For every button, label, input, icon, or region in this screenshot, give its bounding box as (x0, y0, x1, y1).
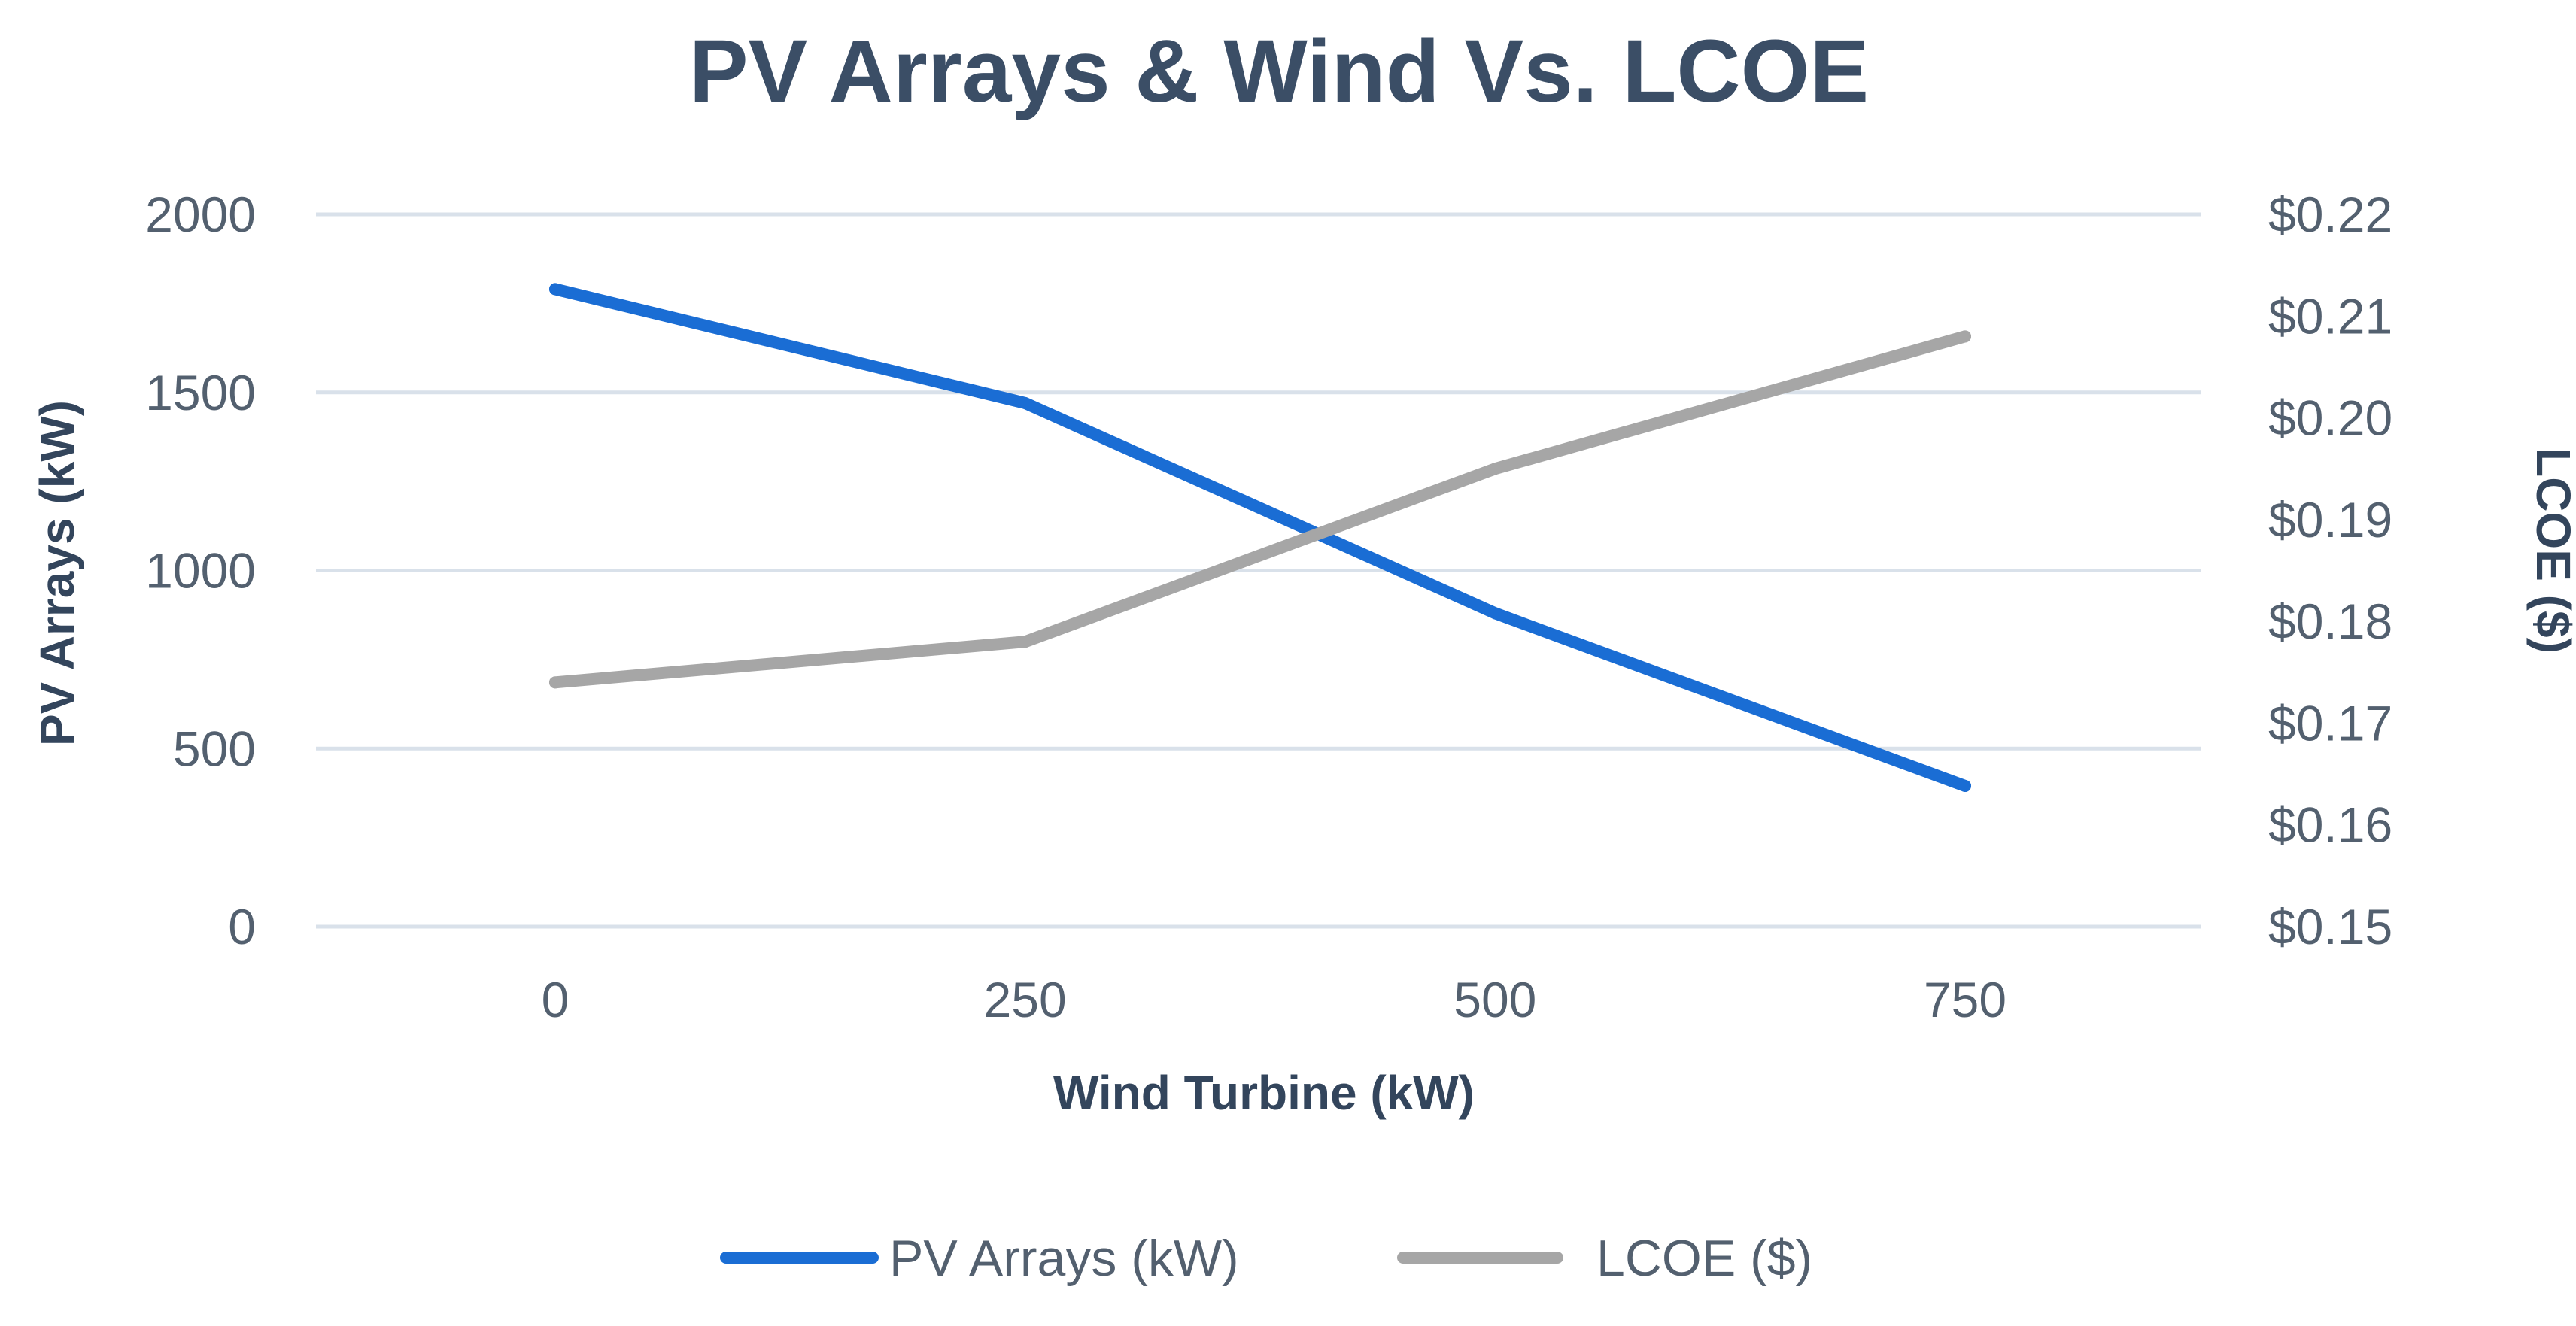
y-axis-title: PV Arrays (kW) (30, 400, 84, 746)
series-1-point-3 (1959, 330, 1971, 343)
y-axis-tick-labels: 0 500 1000 1500 2000 (145, 187, 256, 954)
x-tick-label: 0 (542, 972, 570, 1027)
y2-tick-label: $0.16 (2268, 797, 2392, 853)
y2-tick-label: $0.21 (2268, 288, 2392, 344)
y2-tick-label: $0.17 (2268, 695, 2392, 751)
y2-tick-label: $0.18 (2268, 593, 2392, 649)
y-tick-label: 0 (228, 899, 256, 954)
y2-tick-label: $0.20 (2268, 390, 2392, 446)
series-1-point-1 (1019, 636, 1031, 648)
y2-axis-tick-labels: $0.15 $0.16 $0.17 $0.18 $0.19 $0.20 $0.21 $0.22 (2268, 187, 2392, 954)
series-line-1 (549, 330, 1971, 689)
legend: PV Arrays (kW) LCOE ($) (720, 1230, 1812, 1287)
x-tick-label: 500 (1454, 972, 1536, 1027)
series-lines (549, 283, 1971, 792)
x-tick-label: 750 (1924, 972, 2006, 1027)
y2-tick-label: $0.22 (2268, 187, 2392, 242)
y2-tick-label: $0.15 (2268, 899, 2392, 954)
y2-axis-title: LCOE ($) (2526, 448, 2576, 654)
legend-label-0: PV Arrays (kW) (889, 1230, 1239, 1287)
y-tick-label: 1500 (145, 365, 256, 420)
series-0-point-1 (1019, 396, 1031, 409)
y-tick-label: 2000 (145, 187, 256, 242)
chart-title: PV Arrays & Wind Vs. LCOE (689, 22, 1869, 121)
x-axis-tick-labels: 0 250 500 750 (542, 972, 2006, 1027)
x-tick-label: 250 (984, 972, 1067, 1027)
y2-tick-label: $0.19 (2268, 492, 2392, 548)
x-axis-title: Wind Turbine (kW) (1053, 1066, 1475, 1120)
series-0-point-2 (1489, 607, 1502, 620)
gridlines (316, 212, 2201, 929)
legend-label-1: LCOE ($) (1596, 1230, 1812, 1287)
y-tick-label: 500 (173, 721, 256, 776)
series-0-point-0 (549, 283, 561, 296)
series-1-point-2 (1489, 463, 1502, 475)
series-0-point-3 (1959, 779, 1971, 792)
y-tick-label: 1000 (145, 543, 256, 599)
series-1-point-0 (549, 676, 561, 689)
series-line-0 (549, 283, 1971, 792)
